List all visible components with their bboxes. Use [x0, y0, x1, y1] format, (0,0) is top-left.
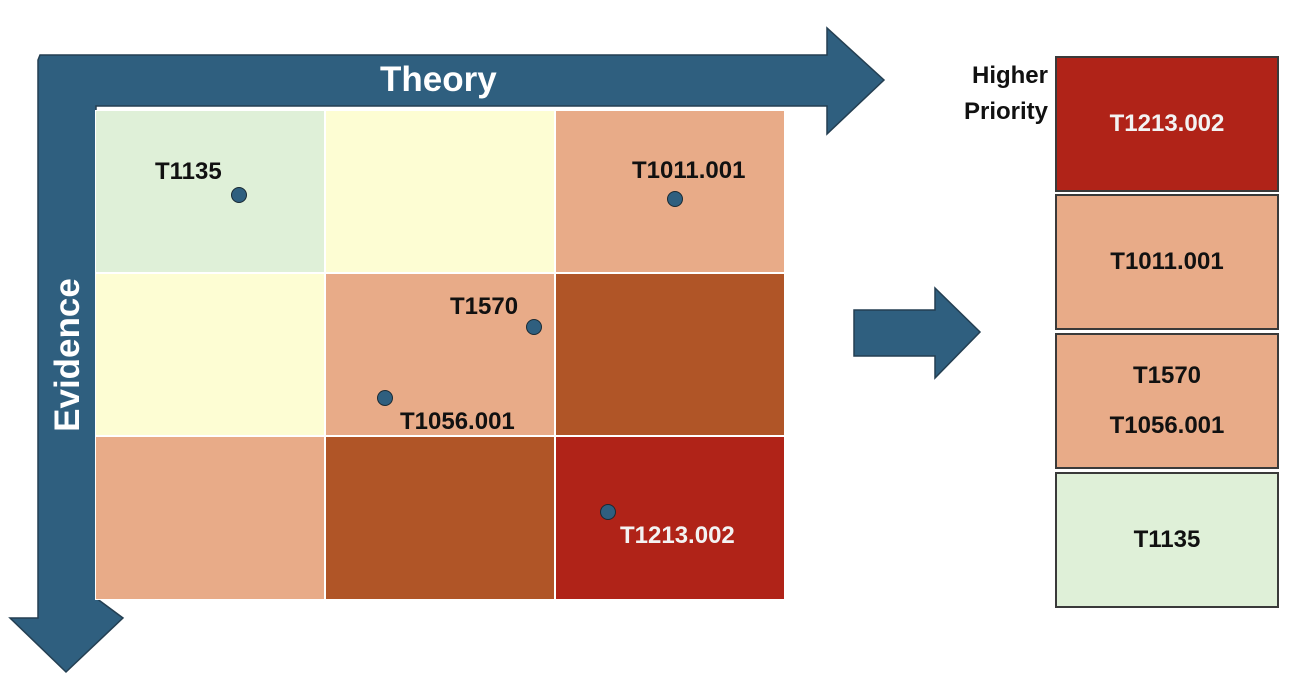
- caption-line-2: Priority: [963, 98, 1048, 125]
- grid-cell-r1-c1: [95, 110, 325, 273]
- priority-item: T1011.001: [1110, 248, 1224, 275]
- point-marker-t1011-001: [667, 191, 683, 207]
- theory-axis-label: Theory: [380, 60, 497, 99]
- point-label-t1213-002: T1213.002: [620, 522, 735, 549]
- priority-box-1: T1213.002: [1055, 56, 1279, 192]
- right-arrow-icon: [853, 286, 982, 380]
- priority-item: T1570: [1132, 362, 1202, 389]
- grid-cell-r2-c3: [555, 273, 785, 436]
- priority-matrix-grid: [95, 110, 785, 600]
- grid-cell-r1-c2: [325, 110, 555, 273]
- priority-item: T1135: [1133, 526, 1201, 553]
- point-marker-t1570: [526, 319, 542, 335]
- point-marker-t1056-001: [377, 390, 393, 406]
- caption-line-1: Higher: [971, 62, 1048, 89]
- priority-box-4: T1135: [1055, 472, 1279, 608]
- point-marker-t1213-002: [600, 504, 616, 520]
- higher-priority-caption: Higher Priority: [938, 58, 1048, 130]
- priority-box-2: T1011.001: [1055, 194, 1279, 330]
- point-label-t1011-001: T1011.001: [632, 157, 746, 184]
- grid-cell-r3-c2: [325, 436, 555, 600]
- point-label-t1056-001: T1056.001: [400, 408, 515, 435]
- grid-cell-r3-c3: [555, 436, 785, 600]
- priority-item: T1213.002: [1109, 110, 1225, 137]
- grid-cell-r2-c1: [95, 273, 325, 436]
- evidence-axis-label: Evidence: [48, 278, 87, 432]
- point-marker-t1135: [231, 187, 247, 203]
- grid-cell-r3-c1: [95, 436, 325, 600]
- point-label-t1135: T1135: [155, 158, 222, 185]
- priority-box-3: T1570 T1056.001: [1055, 333, 1279, 469]
- grid-cell-r2-c2: [325, 273, 555, 436]
- point-label-t1570: T1570: [450, 293, 519, 320]
- priority-item: T1056.001: [1109, 412, 1225, 439]
